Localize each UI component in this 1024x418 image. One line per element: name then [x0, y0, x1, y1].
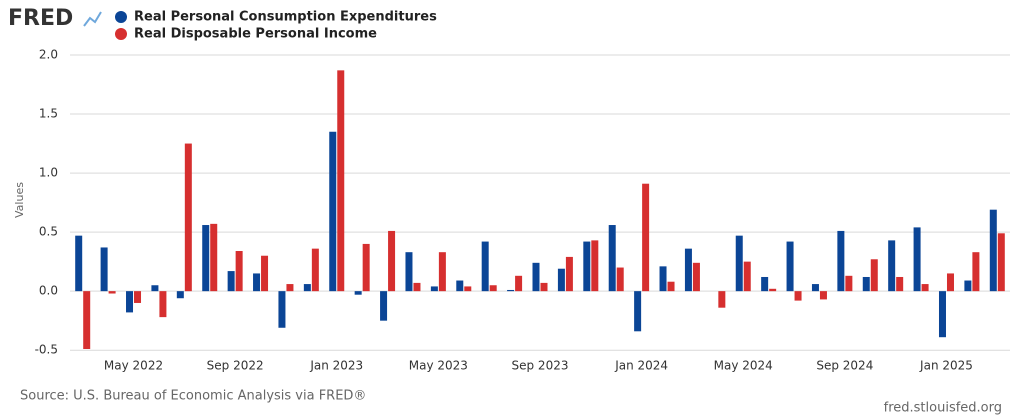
bar: [718, 291, 726, 308]
bar: [557, 268, 565, 292]
bar: [337, 70, 345, 292]
bar: [896, 276, 904, 292]
bar: [380, 291, 388, 321]
bar: [456, 280, 464, 292]
bar: [642, 183, 650, 292]
bar: [684, 248, 692, 292]
bar: [405, 252, 413, 292]
bar: [151, 285, 159, 292]
bar: [100, 247, 108, 292]
bar: [845, 275, 853, 292]
bar: [261, 255, 269, 292]
y-tick-label: 1.5: [39, 107, 58, 121]
legend-label: Real Personal Consumption Expenditures: [134, 10, 437, 25]
bar: [972, 252, 980, 292]
bar: [862, 276, 870, 292]
bar: [388, 230, 396, 292]
bar: [769, 288, 777, 292]
bar: [888, 240, 896, 292]
bar: [591, 240, 599, 292]
bar: [565, 256, 573, 292]
bar: [989, 209, 997, 292]
bar: [659, 266, 667, 292]
bar: [481, 241, 489, 292]
y-tick-label: 0.0: [39, 284, 58, 298]
bar: [811, 284, 819, 292]
bar: [634, 291, 642, 332]
bar: [913, 227, 921, 292]
bar: [583, 241, 591, 292]
legend-marker: [115, 11, 127, 23]
bar: [126, 291, 134, 313]
bar: [616, 267, 624, 292]
bar: [938, 291, 946, 338]
legend-marker: [115, 28, 127, 40]
x-tick-label: Jan 2025: [919, 359, 973, 373]
bar: [761, 276, 769, 292]
source: Source: U.S. Bureau of Economic Analysis…: [20, 389, 366, 404]
bar: [464, 286, 472, 292]
bar: [134, 291, 142, 303]
bar: [83, 291, 91, 350]
bar: [438, 252, 446, 292]
bar: [75, 235, 83, 292]
bar: [235, 251, 243, 292]
bar: [921, 284, 929, 292]
logo-icon: [83, 11, 102, 27]
bar: [743, 261, 751, 292]
bar: [159, 291, 167, 318]
bar: [362, 243, 370, 292]
bar: [278, 291, 286, 328]
x-tick-label: Sep 2022: [207, 359, 264, 373]
bar: [253, 273, 261, 292]
bar: [202, 225, 210, 292]
y-axis-label: Values: [13, 182, 26, 218]
bar: [837, 230, 845, 292]
y-tick-label: 1.0: [39, 166, 58, 180]
bar: [870, 259, 878, 292]
x-tick-label: May 2023: [409, 359, 468, 373]
y-tick-label: 2.0: [39, 48, 58, 62]
bar: [964, 280, 972, 292]
x-tick-label: May 2022: [104, 359, 163, 373]
bar: [997, 233, 1005, 292]
bar: [946, 273, 954, 292]
bar: [540, 282, 548, 292]
bar: [108, 291, 116, 294]
bar: [430, 286, 438, 292]
logo: FRED: [8, 6, 73, 31]
bar: [735, 235, 743, 292]
bar: [608, 225, 616, 292]
bar: [303, 284, 311, 292]
legend-label: Real Disposable Personal Income: [134, 27, 377, 42]
bar: [515, 275, 523, 292]
x-tick-label: Sep 2024: [816, 359, 873, 373]
bar: [311, 248, 319, 292]
bar: [227, 271, 235, 292]
bar: [819, 291, 827, 300]
x-tick-label: Jan 2024: [614, 359, 668, 373]
bar: [507, 289, 515, 292]
x-tick-label: Sep 2023: [512, 359, 569, 373]
x-tick-label: Jan 2023: [309, 359, 363, 373]
bar: [329, 131, 337, 292]
y-tick-label: -0.5: [35, 343, 58, 357]
bar: [667, 281, 675, 292]
bar: [286, 284, 294, 292]
bar: [532, 262, 540, 292]
bar: [794, 291, 802, 301]
y-tick-label: 0.5: [39, 225, 58, 239]
bar: [354, 291, 362, 295]
credit: fred.stlouisfed.org: [884, 401, 1002, 416]
bar: [184, 143, 192, 292]
bar: [786, 241, 794, 292]
bar: [210, 223, 218, 292]
bar: [489, 285, 497, 292]
x-tick-label: May 2024: [714, 359, 773, 373]
bar: [413, 282, 421, 292]
bar: [692, 262, 700, 292]
bar: [176, 291, 184, 299]
